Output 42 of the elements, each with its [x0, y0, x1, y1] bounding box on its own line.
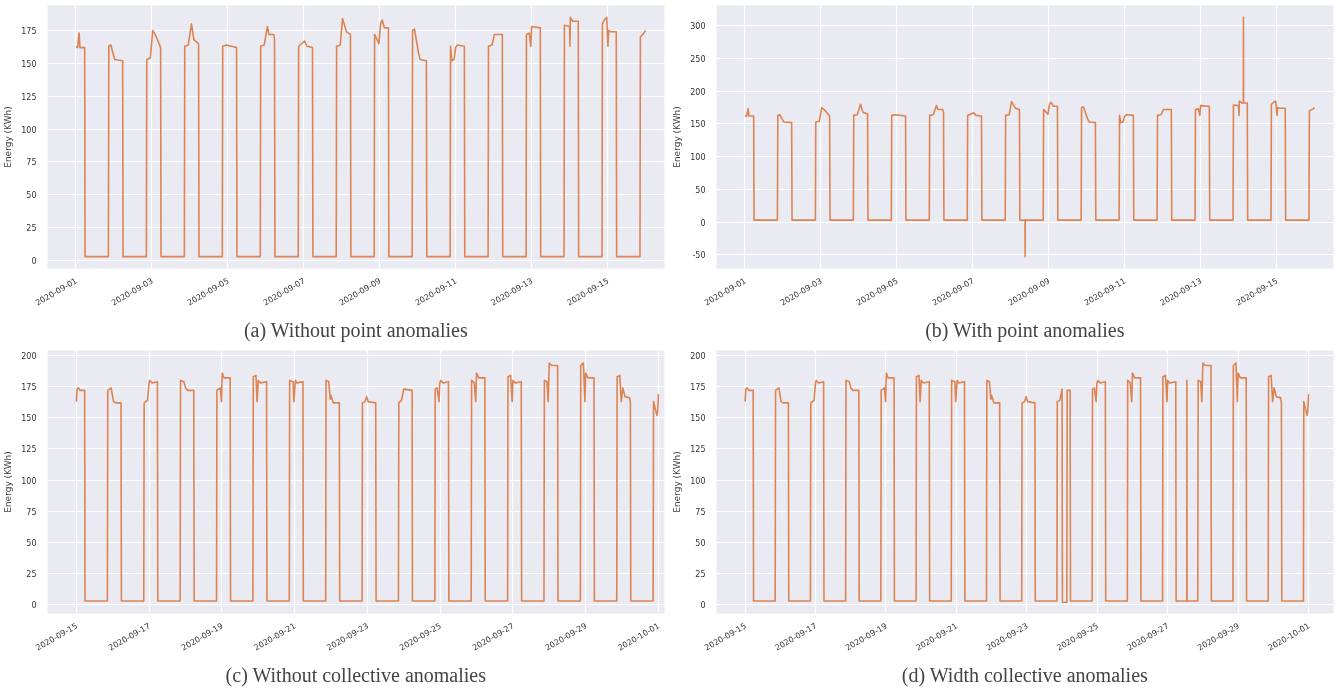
y-tick-label: 150 [690, 120, 706, 130]
y-tick-label: 250 [690, 54, 706, 64]
y-tick-label: 200 [690, 351, 706, 361]
y-tick-label: 100 [690, 153, 706, 163]
y-tick-label: 125 [690, 445, 706, 455]
y-tick-label: 50 [26, 538, 37, 548]
y-tick-label: 125 [21, 445, 37, 455]
text: (d) Width collective anomalies [901, 663, 1149, 687]
text: (b) With point anomalies [925, 318, 1125, 342]
y-tick-label: 25 [26, 570, 37, 580]
y-tick-label: 200 [21, 351, 37, 361]
y-tick-label: 75 [695, 507, 706, 517]
y-tick-label: 75 [26, 507, 37, 517]
text: (a) Without point anomalies [243, 318, 468, 342]
y-tick-label: 175 [690, 383, 706, 393]
y-tick-label: 175 [21, 26, 37, 36]
y-tick-label: 150 [21, 414, 37, 424]
y-tick-label: 0 [31, 257, 37, 267]
y-axis-title: Energy (KWh) [3, 451, 14, 513]
y-axis-title: Energy (KWh) [672, 106, 683, 168]
y-tick-label: 125 [21, 92, 37, 102]
y-tick-label: 25 [695, 570, 706, 580]
y-tick-label: 75 [26, 158, 37, 168]
y-axis-title: Energy (KWh) [672, 451, 683, 513]
y-tick-label: 100 [690, 476, 706, 486]
y-tick-label: 0 [700, 601, 706, 611]
text: (c) Without collective anomalies [225, 663, 487, 687]
y-tick-label: -50 [692, 251, 706, 261]
y-tick-label: 150 [690, 414, 706, 424]
y-axis-title: Energy (KWh) [3, 106, 14, 168]
y-tick-label: 50 [695, 538, 706, 548]
y-tick-label: 0 [31, 601, 37, 611]
y-tick-label: 50 [695, 185, 706, 195]
y-tick-label: 150 [21, 59, 37, 69]
y-tick-label: 0 [700, 218, 706, 228]
y-tick-label: 300 [690, 22, 706, 32]
y-tick-label: 25 [26, 224, 37, 234]
y-tick-label: 50 [26, 191, 37, 201]
y-tick-label: 175 [21, 383, 37, 393]
y-tick-label: 200 [690, 87, 706, 97]
y-tick-label: 100 [21, 476, 37, 486]
y-tick-label: 100 [21, 125, 37, 135]
